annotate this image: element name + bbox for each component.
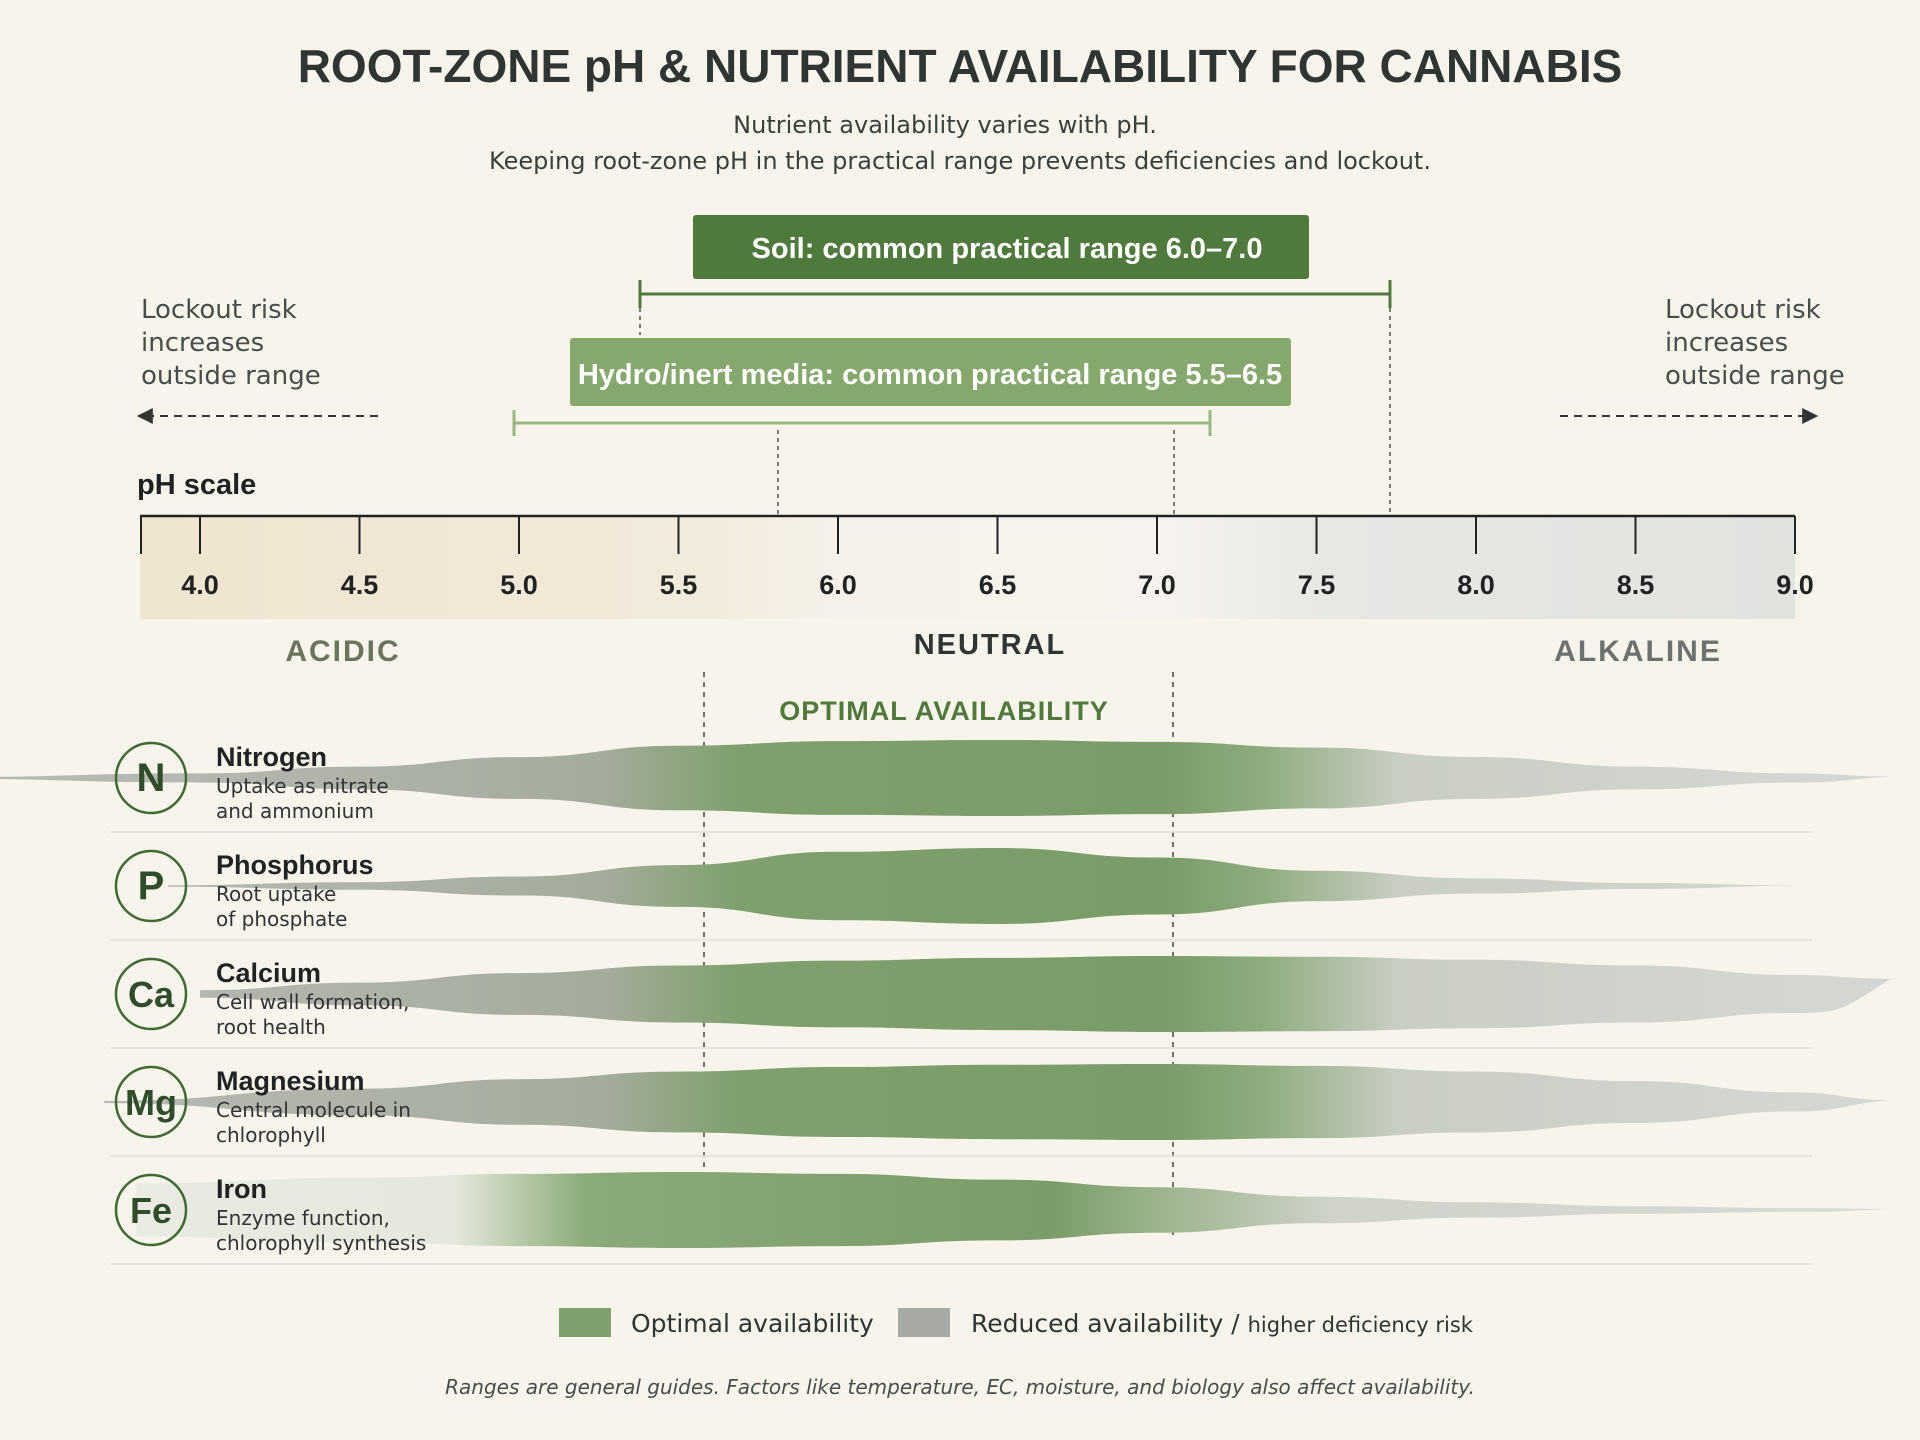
hydro-range-label: Hydro/inert media: common practical rang… (578, 359, 1282, 391)
page-title: ROOT-ZONE pH & NUTRIENT AVAILABILITY FOR… (298, 40, 1623, 92)
nutrient-description-line-1: Cell wall formation, (216, 990, 409, 1014)
nutrient-description-line-2: of phosphate (216, 907, 347, 931)
lockout-note-left: Lockout risk increases outside range (141, 295, 321, 391)
ph-tick-label: 4.0 (181, 570, 219, 600)
nutrient-symbol: Fe (130, 1190, 172, 1231)
nutrient-description-line-1: Root uptake (216, 882, 336, 906)
nutrient-description-line-1: Uptake as nitrate (216, 774, 389, 798)
subtitle-line-1: Nutrient availability varies with pH. (733, 111, 1157, 139)
availability-band (136, 1172, 1891, 1248)
nutrient-name: Nitrogen (216, 742, 327, 772)
ph-tick-label: 7.5 (1298, 570, 1336, 600)
nutrient-symbol-circle (114, 1173, 188, 1247)
ph-tick-label: 8.5 (1617, 570, 1655, 600)
legend-reduced-main: Reduced availability / (971, 1309, 1240, 1338)
nutrient-symbol: Ca (128, 974, 175, 1015)
acidic-label: ACIDIC (285, 635, 400, 668)
ph-tick-label: 6.0 (819, 570, 857, 600)
availability-band (0, 740, 1891, 816)
subtitle-line-2: Keeping root-zone pH in the practical ra… (489, 147, 1431, 175)
ph-tick-label: 4.5 (341, 570, 379, 600)
nutrient-name: Phosphorus (216, 850, 374, 880)
legend-optimal-swatch (559, 1308, 611, 1337)
lockout-right-line-1: Lockout risk (1665, 295, 1821, 325)
nutrient-symbol: Mg (125, 1082, 177, 1123)
nutrient-description-line-2: root health (216, 1015, 326, 1039)
legend-reduced-small: higher deficiency risk (1248, 1313, 1474, 1337)
nutrient-symbol: P (138, 864, 165, 908)
footnote: Ranges are general guides. Factors like … (445, 1375, 1475, 1399)
ph-tick-label: 7.0 (1138, 570, 1176, 600)
optimal-availability-label: OPTIMAL AVAILABILITY (779, 696, 1109, 726)
alkaline-label: ALKALINE (1554, 635, 1722, 668)
ph-tick-label: 8.0 (1457, 570, 1495, 600)
nutrient-description-line-2: chlorophyll synthesis (216, 1231, 426, 1255)
availability-band (168, 848, 1796, 924)
ph-scale-label: pH scale (137, 469, 256, 501)
legend-reduced-label: Reduced availability / higher deficiency … (971, 1309, 1474, 1338)
availability-band (104, 1064, 1891, 1140)
lockout-right-line-3: outside range (1665, 361, 1845, 391)
nutrient-symbol-circle (114, 1065, 188, 1139)
soil-range-label: Soil: common practical range 6.0–7.0 (752, 233, 1263, 265)
lockout-left-line-1: Lockout risk (141, 295, 297, 325)
ph-tick-label: 5.5 (660, 570, 698, 600)
lockout-right-line-2: increases (1665, 328, 1788, 358)
lockout-left-line-3: outside range (141, 361, 321, 391)
nutrient-name: Iron (216, 1174, 267, 1204)
hydro-range-label-box (570, 338, 1291, 406)
nutrient-symbol: N (137, 756, 166, 800)
neutral-label: NEUTRAL (914, 629, 1067, 661)
ph-tick-label: 5.0 (500, 570, 538, 600)
nutrient-description-line-1: Enzyme function, (216, 1206, 390, 1230)
soil-range-label-box (693, 215, 1309, 279)
nutrient-symbol-circle (114, 957, 188, 1031)
legend-optimal-label: Optimal availability (631, 1309, 874, 1338)
ph-scale-background (140, 516, 1795, 619)
ph-tick-label: 6.5 (979, 570, 1017, 600)
availability-band (200, 956, 1891, 1032)
legend-reduced-swatch (898, 1308, 950, 1337)
lockout-note-right: Lockout risk increases outside range (1665, 295, 1845, 391)
nutrient-symbol-circle (114, 741, 188, 815)
ph-tick-label: 9.0 (1776, 570, 1814, 600)
nutrient-name: Magnesium (216, 1066, 365, 1096)
legend: Optimal availability Reduced availabilit… (559, 1308, 1474, 1338)
hydro-range: Hydro/inert media: common practical rang… (512, 338, 1291, 515)
nutrient-description-line-2: chlorophyll (216, 1123, 326, 1147)
nutrient-name: Calcium (216, 958, 321, 988)
ph-scale-ticks: 4.0 4.5 5.0 5.5 6.0 6.5 7.0 7.5 8.0 8.5 9.0 (181, 516, 1814, 600)
nutrient-description-line-1: Central molecule in (216, 1098, 411, 1122)
soil-range: Soil: common practical range 6.0–7.0 (638, 215, 1392, 515)
nutrient-symbol-circle (114, 849, 188, 923)
nutrient-description-line-2: and ammonium (216, 799, 374, 823)
lockout-left-line-2: increases (141, 328, 264, 358)
